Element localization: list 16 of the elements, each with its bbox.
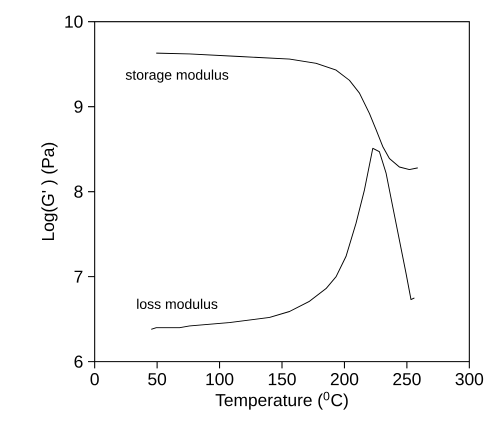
y-tick-label: 7: [74, 270, 82, 283]
x-tick-label: 200: [330, 373, 358, 386]
y-tick-label: 9: [74, 100, 82, 113]
x-tick-label: 0: [90, 373, 99, 386]
x-axis-title: Temperature ($^{0}$C): [216, 392, 348, 410]
x-tick-label: 150: [268, 373, 296, 386]
x-tick-label: 300: [456, 373, 484, 386]
series-label: loss modulus: [137, 298, 218, 310]
y-tick-label: 8: [74, 186, 83, 198]
x-tick-label: 100: [206, 373, 234, 386]
y-tick-label: 10: [65, 16, 83, 28]
x-tick-label: 50: [148, 373, 166, 386]
x-tick-label: 250: [393, 373, 421, 386]
y-axis-title: Log(G' ) (Pa): [41, 142, 58, 240]
series-label: storage modulus: [126, 70, 228, 83]
y-tick-label: 6: [74, 356, 83, 368]
